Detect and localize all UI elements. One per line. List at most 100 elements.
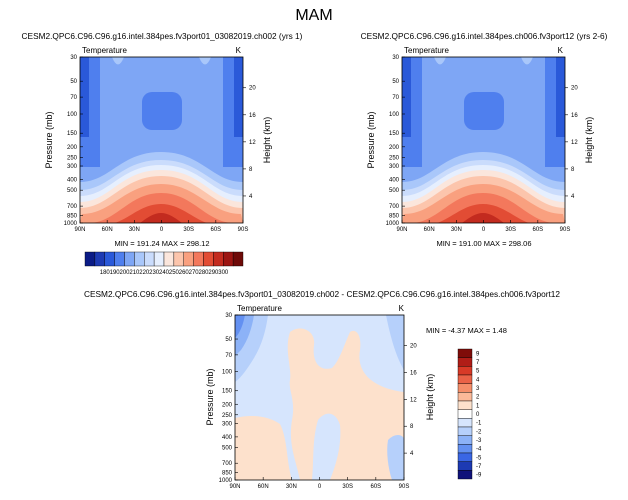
panel-1-upper-wisp-right (199, 57, 211, 65)
panel-2-y-axis-right: 20 16 12 8 4 (565, 86, 578, 200)
y-right-tick-label: 12 (571, 140, 578, 146)
colorbar-swatch (457, 452, 473, 462)
colorbar-label: 220 (139, 270, 150, 276)
colorbar-swatch (457, 357, 473, 367)
colorbar-swatch (457, 374, 473, 384)
colorbar-label: 260 (179, 270, 190, 276)
y-tick-label: 300 (222, 421, 233, 427)
panel-2-plot-area (402, 57, 565, 223)
y-tick-label: 500 (222, 445, 233, 451)
panel-2-right-label: K (558, 46, 564, 55)
panel-2-band-9 (462, 213, 504, 223)
colorbar-swatch (213, 251, 224, 267)
y-tick-label: 1000 (219, 478, 233, 484)
panel-3-x-axis: 90N 60N 30N 0 30S 60S 90S (229, 477, 409, 490)
x-tick-label: 0 (160, 227, 164, 233)
y-tick-label: 250 (389, 155, 400, 161)
panel-3-negative-upper-right (386, 315, 404, 370)
y-tick-label: 1000 (386, 221, 400, 227)
panel-1-edge-right (234, 57, 243, 137)
panel-1-stats: MIN = 191.24 MAX = 298.12 (114, 239, 209, 248)
y-right-tick-label: 20 (249, 86, 256, 92)
panel-3-stats: MIN = -4.37 MAX = 1.48 (426, 326, 507, 335)
panel-2-ylabel-right: Height (km) (584, 117, 594, 164)
y-tick-label: 400 (389, 178, 400, 184)
colorbar-swatch (153, 251, 165, 267)
y-right-tick-label: 16 (571, 113, 578, 119)
x-tick-label: 90S (560, 227, 571, 233)
y-tick-label: 50 (70, 79, 77, 85)
y-tick-label: 50 (225, 337, 232, 343)
y-right-tick-label: 4 (571, 194, 575, 200)
colorbar-label: 250 (169, 270, 180, 276)
colorbar-label: 200 (119, 270, 130, 276)
panel-1-ylabel-right: Height (km) (262, 117, 272, 164)
y-tick-label: 700 (222, 461, 233, 467)
panel-2-upper-wisp-left (434, 57, 446, 65)
x-tick-label: 30N (129, 227, 140, 233)
panel-1-x-axis: 90N 60N 30N 0 30S 60S 90S (74, 220, 248, 233)
colorbar-swatch (173, 251, 184, 267)
colorbar-swatch (203, 251, 214, 267)
panel-3-ylabel: Pressure (mb) (205, 368, 215, 425)
colorbar-swatch (94, 251, 105, 267)
y-right-tick-label: 16 (249, 113, 256, 119)
colorbar-swatch (457, 470, 473, 480)
x-tick-label: 90N (229, 484, 240, 490)
y-tick-label: 300 (389, 164, 400, 170)
y-right-tick-label: 12 (249, 140, 256, 146)
panel-1-band-9 (140, 213, 182, 223)
panel-3-positive-lower-left (235, 416, 292, 480)
colorbar-swatch (124, 251, 135, 267)
y-right-tick-label: 12 (410, 397, 417, 403)
y-tick-label: 850 (222, 470, 233, 476)
y-tick-label: 100 (222, 370, 233, 376)
y-tick-label: 200 (389, 145, 400, 151)
panel-1-title: CESM2.QPC6.C96.C96.g16.intel.384pes.fv3p… (22, 31, 303, 41)
panel-2-ylabel: Pressure (mb) (366, 111, 376, 168)
y-tick-label: 150 (222, 389, 233, 395)
x-tick-label: 90S (238, 227, 249, 233)
panel-3-ylabel-right: Height (km) (425, 374, 435, 421)
y-tick-label: 30 (392, 55, 399, 61)
y-tick-label: 200 (222, 402, 233, 408)
y-tick-label: 150 (389, 131, 400, 137)
y-tick-label: 200 (67, 145, 78, 151)
y-tick-label: 70 (225, 353, 232, 359)
colorbar-swatch (183, 251, 194, 267)
panel-1-upper-wisp-left (112, 57, 124, 65)
y-tick-label: 850 (67, 213, 78, 219)
y-tick-label: 300 (67, 164, 78, 170)
colorbar-swatch (457, 426, 473, 436)
colorbar-label: 2 (476, 395, 480, 401)
panel-1-plot-area (80, 57, 243, 223)
panel-1-y-axis: 30 50 70 100 150 200 250 300 400 500 700 850 1000 (64, 55, 83, 227)
x-tick-label: 30S (505, 227, 516, 233)
colorbar-label: 3 (476, 386, 480, 392)
panel-2: CESM2.QPC6.C96.C96.g16.intel.384pes.ch00… (361, 31, 608, 248)
colorbar-swatch (457, 383, 473, 393)
panel-1-right-label: K (236, 46, 242, 55)
difference-colorbar: 9 7 5 4 3 2 1 0 -1 -2 -3 -4 -5 -7 -9 (457, 348, 482, 480)
colorbar-swatch (457, 392, 473, 402)
colorbar-swatch (144, 251, 155, 267)
x-tick-label: 60N (102, 227, 113, 233)
panel-3: CESM2.QPC6.C96.C96.g16.intel.384pes.fv3p… (84, 289, 560, 490)
y-tick-label: 100 (67, 112, 78, 118)
colorbar-label: -9 (476, 473, 482, 479)
x-tick-label: 90N (74, 227, 85, 233)
y-tick-label: 250 (222, 413, 233, 419)
colorbar-swatch (163, 251, 175, 267)
colorbar-label: 9 (476, 351, 480, 357)
colorbar-label: 290 (208, 270, 219, 276)
panel-3-negative-left-core (235, 315, 245, 338)
y-right-tick-label: 8 (249, 167, 253, 173)
y-tick-label: 1000 (64, 221, 78, 227)
y-right-tick-label: 8 (571, 167, 575, 173)
colorbar-swatch (457, 435, 473, 445)
x-tick-label: 90N (396, 227, 407, 233)
panel-1-left-label: Temperature (82, 46, 127, 55)
y-tick-label: 850 (389, 213, 400, 219)
y-right-tick-label: 8 (410, 424, 414, 430)
colorbar-swatch (232, 251, 244, 267)
